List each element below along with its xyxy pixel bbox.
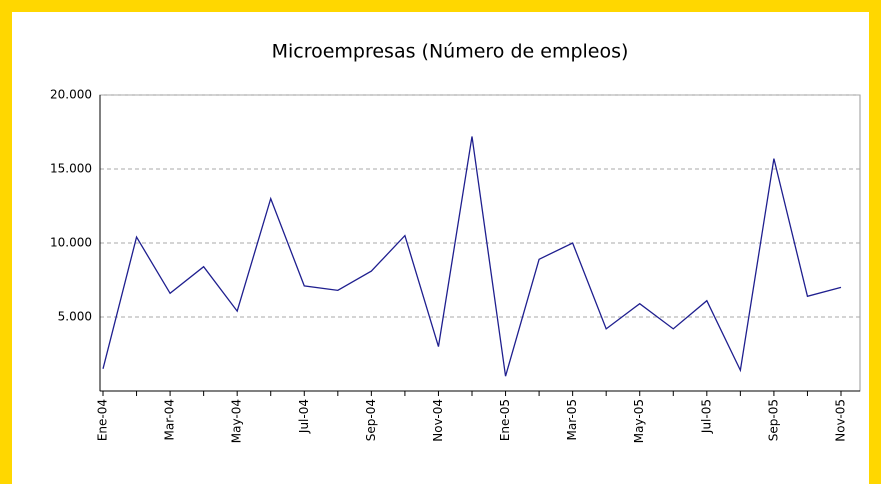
x-tick-label: May-05	[632, 399, 646, 443]
x-tick-label: Nov-05	[834, 399, 848, 442]
x-tick-label: Ene-04	[96, 399, 110, 441]
x-tick-label: May-04	[230, 399, 244, 443]
panel	[12, 12, 869, 484]
y-tick-label: 10.000	[50, 236, 92, 250]
x-tick-label: Nov-04	[431, 399, 445, 442]
chart-title: Microempresas (Número de empleos)	[272, 41, 629, 63]
y-tick-label: 15.000	[50, 162, 92, 176]
x-tick-label: Mar-05	[565, 399, 579, 440]
y-tick-label: 20.000	[50, 88, 92, 102]
x-tick-label: Mar-04	[163, 399, 177, 440]
line-series	[102, 136, 842, 377]
x-tick-label: Sep-04	[364, 399, 378, 441]
x-tick-label: Ene-05	[498, 399, 512, 441]
y-tick-label: 5.000	[58, 310, 92, 324]
x-tick-label: Sep-05	[766, 399, 780, 441]
x-tick-label: Jul-04	[297, 399, 311, 434]
x-tick-label: Jul-05	[699, 399, 713, 434]
